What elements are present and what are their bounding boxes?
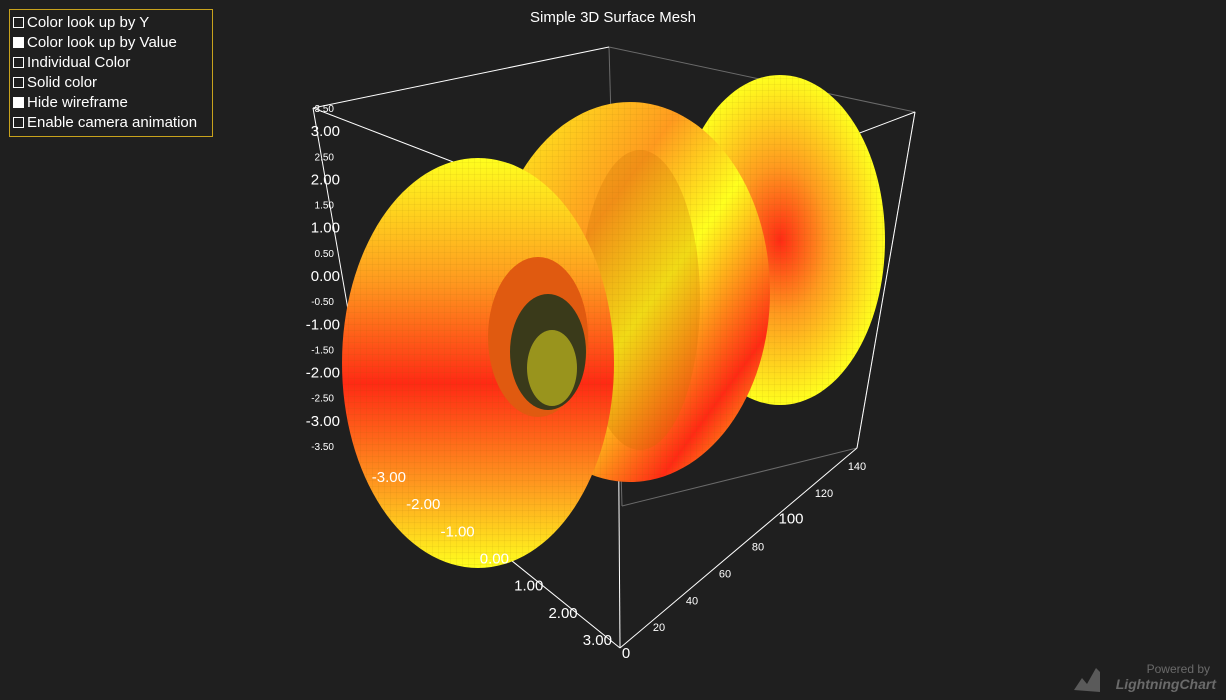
z-tick-label: 100 (778, 511, 803, 528)
x-tick-label: 1.00 (514, 578, 543, 595)
y-tick-label: 1.00 (311, 220, 340, 237)
torus-hole-light (527, 330, 577, 406)
checkbox-icon[interactable] (13, 76, 24, 88)
z-tick-label: 0 (622, 645, 630, 662)
y-tick-label: -3.50 (311, 442, 334, 453)
watermark-powered: Powered by (1146, 662, 1210, 676)
x-tick-label: 2.00 (548, 605, 577, 622)
option-label: Hide wireframe (27, 93, 128, 111)
z-tick-label: 40 (686, 595, 698, 607)
option-label: Color look up by Y (27, 13, 150, 31)
option-individual-color[interactable]: Individual Color (10, 52, 212, 72)
y-tick-label: 3.50 (315, 104, 335, 115)
z-tick-label: 80 (752, 542, 764, 554)
y-tick-label: 2.50 (315, 152, 335, 163)
checkbox-icon[interactable] (13, 36, 24, 48)
x-tick-label: -3.00 (372, 469, 406, 486)
lightningchart-logo-icon (1074, 668, 1100, 692)
x-tick-label: -2.00 (406, 496, 440, 513)
y-tick-label: 3.00 (311, 123, 340, 140)
option-hide-wireframe[interactable]: Hide wireframe (10, 92, 212, 112)
option-camera-animation[interactable]: Enable camera animation (10, 112, 212, 132)
checkbox-icon[interactable] (13, 116, 24, 128)
option-solid-color[interactable]: Solid color (10, 72, 212, 92)
option-label: Individual Color (27, 53, 131, 71)
z-tick-label: 20 (653, 622, 665, 634)
x-tick-label: 0.00 (480, 551, 509, 568)
checkbox-icon[interactable] (13, 16, 24, 28)
checkbox-icon[interactable] (13, 56, 24, 68)
y-tick-label: -0.50 (311, 297, 334, 308)
y-tick-label: 2.00 (311, 171, 340, 188)
option-label: Enable camera animation (27, 113, 198, 131)
y-tick-label: -1.00 (306, 316, 340, 333)
y-tick-label: -2.00 (306, 365, 340, 382)
z-tick-label: 140 (848, 461, 866, 473)
y-tick-label: -2.50 (311, 394, 334, 405)
y-tick-label: 1.50 (315, 201, 335, 212)
box-edge (856, 111, 916, 449)
chart-title: Simple 3D Surface Mesh (530, 9, 696, 26)
y-axis: 3.50 3.00 2.50 2.00 1.50 1.00 0.50 0.00 -0.50 -1.… (306, 104, 340, 453)
option-color-by-y[interactable]: Color look up by Y (10, 12, 212, 32)
x-tick-label: 3.00 (583, 632, 612, 649)
y-tick-label: -1.50 (311, 345, 334, 356)
y-tick-label: 0.50 (315, 249, 335, 260)
x-axis: -3.00-2.00-1.00 0.00 1.00 2.00 3.00 (372, 469, 612, 649)
x-tick-label: -1.00 (440, 523, 474, 540)
options-panel: Color look up by Y Color look up by Valu… (9, 9, 213, 137)
z-tick-label: 60 (719, 568, 731, 580)
watermark-brand: LightningChart (1115, 676, 1216, 692)
checkbox-icon[interactable] (13, 96, 24, 108)
option-label: Solid color (27, 73, 98, 91)
option-label: Color look up by Value (27, 33, 177, 51)
y-tick-label: 0.00 (311, 268, 340, 285)
box-edge (312, 46, 610, 109)
option-color-by-value[interactable]: Color look up by Value (10, 32, 212, 52)
box-edge (619, 447, 858, 649)
torus-front (342, 158, 614, 568)
z-axis: 0 20 40 60 80 100 120 140 (622, 461, 866, 662)
z-tick-label: 120 (815, 488, 833, 500)
lightningchart-watermark: Powered by LightningChart (1070, 660, 1220, 696)
y-tick-label: -3.00 (306, 413, 340, 430)
